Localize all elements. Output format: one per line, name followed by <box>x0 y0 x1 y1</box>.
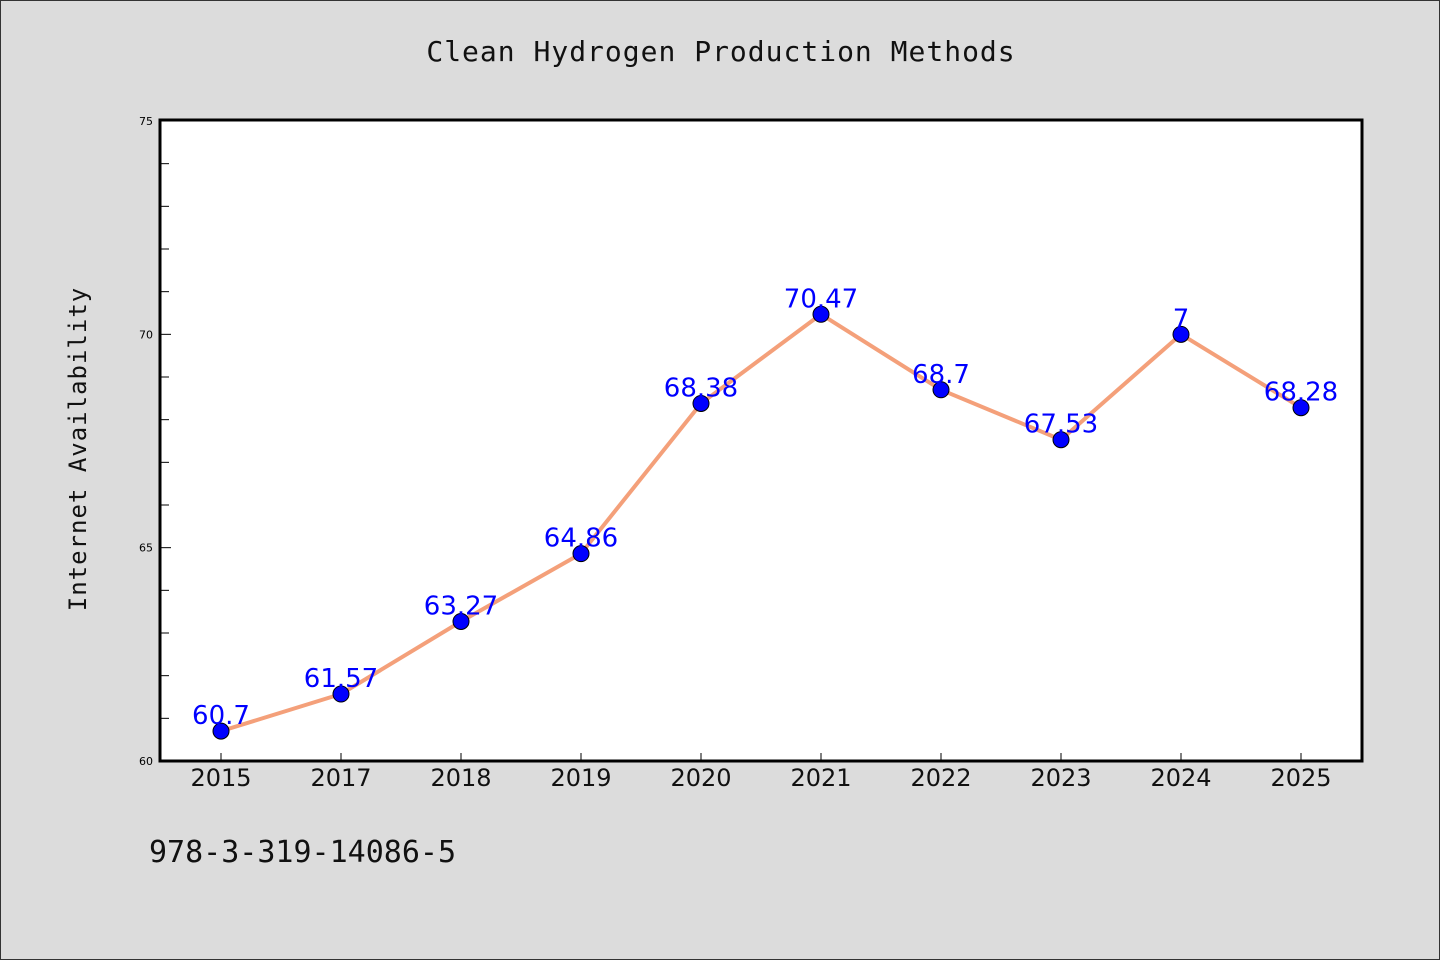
data-label: 64.86 <box>544 524 618 554</box>
y-tick-label: 75 <box>139 115 153 128</box>
data-point <box>1052 431 1070 449</box>
x-tick-label: 2022 <box>910 764 971 792</box>
y-tick-label: 60 <box>139 755 153 768</box>
data-point <box>1292 399 1310 417</box>
data-label: 60.7 <box>192 701 250 731</box>
footer-code: 978-3-319-14086-5 <box>149 835 457 870</box>
x-tick-label: 2018 <box>430 764 491 792</box>
x-tick-label: 2021 <box>790 764 851 792</box>
x-tick-label: 2023 <box>1030 764 1091 792</box>
plot-area <box>158 118 1364 763</box>
x-tick-label: 2024 <box>1150 764 1211 792</box>
x-axis-ticks: 2015 2017 2018 2019 2020 2021 2022 2023 2024 2025 <box>190 753 1332 792</box>
x-tick-label: 2025 <box>1270 764 1331 792</box>
chart-title: Clean Hydrogen Production Methods <box>426 35 1016 68</box>
data-point <box>212 722 230 740</box>
y-tick-label: 65 <box>139 542 153 555</box>
data-point <box>572 545 590 563</box>
x-tick-label: 2017 <box>310 764 371 792</box>
data-point <box>332 685 350 703</box>
x-tick-label: 2015 <box>190 764 251 792</box>
data-label: 61.57 <box>304 664 378 694</box>
data-point <box>1172 325 1190 343</box>
data-labels: 60.7 61.57 63.27 64.86 68.38 70.47 68.7 67.53 7 6… <box>192 284 1338 731</box>
data-label: 7 <box>1173 304 1190 334</box>
data-point <box>812 305 830 323</box>
data-label: 67.53 <box>1024 410 1098 440</box>
data-label: 68.28 <box>1264 378 1338 408</box>
data-point <box>452 612 470 630</box>
data-label: 70.47 <box>784 284 858 314</box>
x-tick-label: 2020 <box>670 764 731 792</box>
data-label: 68.38 <box>664 373 738 403</box>
data-point <box>692 394 710 412</box>
data-label: 68.7 <box>912 360 970 390</box>
data-point <box>932 381 950 399</box>
series-line <box>219 312 1303 734</box>
x-tick-label: 2019 <box>550 764 611 792</box>
data-markers <box>212 305 1310 740</box>
y-tick-label: 70 <box>139 328 153 341</box>
y-axis-label: Internet Availability <box>64 287 92 611</box>
data-label: 63.27 <box>424 591 498 621</box>
y-axis-ticks: 60 65 70 75 <box>139 115 171 768</box>
